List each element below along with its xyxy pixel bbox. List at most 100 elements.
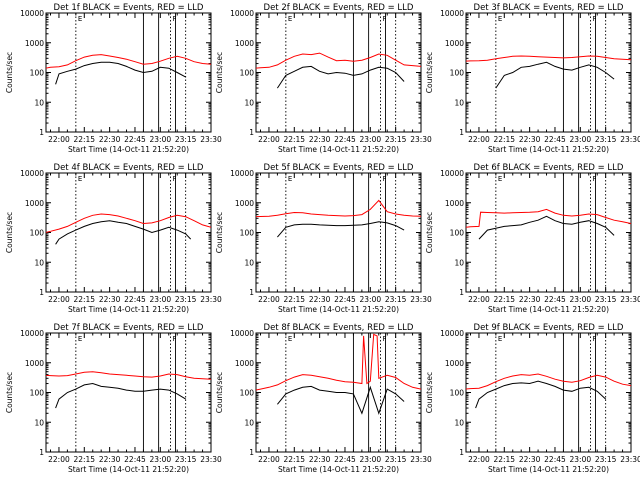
series-events (495, 61, 615, 89)
x-tick-label: 22:00 (468, 455, 490, 464)
panel-1: Det 1f BLACK = Events, RED = LLD 1 10 100 10… (5, 3, 222, 154)
y-tick-label: 10 (454, 418, 464, 427)
y-tick-label: 100 (240, 69, 255, 78)
panel-title: Det 8f BLACK = Events, RED = LLD (264, 323, 414, 333)
series-events (277, 221, 405, 238)
x-tick-label: 23:15 (385, 135, 407, 144)
x-tick-label: 22:30 (309, 295, 331, 304)
series-lld (46, 213, 211, 233)
panel-7: Det 7f BLACK = Events, RED = LLD 1 10 100 10… (5, 323, 222, 474)
y-axis-label: Counts/sec (5, 212, 14, 253)
x-tick-label: 22:45 (544, 295, 566, 304)
marker-label: E (78, 175, 82, 183)
y-tick-label: 100 (450, 229, 465, 238)
y-tick-label: 100 (30, 69, 45, 78)
panel-title: Det 1f BLACK = Events, RED = LLD (54, 3, 204, 13)
panel-data (466, 208, 631, 240)
x-tick-label: 22:15 (283, 295, 305, 304)
panel-title: Det 9f BLACK = Events, RED = LLD (474, 323, 624, 333)
series-lld (466, 208, 631, 228)
y-tick-label: 1000 (235, 199, 254, 208)
panel-8: Det 8f BLACK = Events, RED = LLD 1 10 100 10… (215, 323, 432, 474)
y-tick-label: 10 (34, 258, 44, 267)
marker-label: E (498, 175, 502, 183)
x-axis-label: Start Time (14-Oct-11 21:52:20) (278, 305, 399, 314)
x-tick-label: 23:30 (200, 135, 222, 144)
x-tick-label: 23:30 (620, 295, 640, 304)
series-lld (46, 371, 211, 380)
x-tick-label: 23:15 (175, 135, 197, 144)
panel-title: Det 4f BLACK = Events, RED = LLD (54, 163, 204, 173)
marker-label: F (592, 15, 596, 23)
x-axis-label: Start Time (14-Oct-11 21:52:20) (278, 145, 399, 154)
y-axis-label: Counts/sec (5, 372, 14, 413)
x-tick-label: 22:30 (309, 455, 331, 464)
y-tick-label: 10000 (440, 329, 464, 338)
x-tick-label: 22:15 (493, 455, 515, 464)
x-axis-label: Start Time (14-Oct-11 21:52:20) (68, 465, 189, 474)
x-tick-label: 22:30 (99, 135, 121, 144)
x-tick-label: 22:45 (334, 295, 356, 304)
marker-label: F (172, 175, 176, 183)
series-events (55, 220, 192, 245)
y-tick-label: 1 (459, 128, 464, 137)
x-tick-label: 23:00 (570, 135, 592, 144)
x-tick-label: 23:15 (595, 455, 617, 464)
panel-title: Det 5f BLACK = Events, RED = LLD (264, 163, 414, 173)
marker-label: F (592, 175, 596, 183)
x-tick-label: 23:15 (385, 295, 407, 304)
y-tick-label: 1 (459, 448, 464, 457)
marker-label: E (288, 15, 292, 23)
x-tick-label: 22:00 (468, 295, 490, 304)
series-events (475, 380, 607, 409)
x-tick-label: 23:15 (175, 295, 197, 304)
y-tick-label: 1000 (25, 199, 44, 208)
y-tick-label: 100 (30, 389, 45, 398)
marker-label: E (78, 335, 82, 343)
series-lld (466, 373, 631, 390)
x-axis-label: Start Time (14-Oct-11 21:52:20) (488, 305, 609, 314)
panel-data (46, 371, 211, 409)
marker-label: F (592, 335, 596, 343)
series-lld (256, 52, 421, 69)
series-events (277, 385, 405, 415)
panel-2: Det 2f BLACK = Events, RED = LLD 1 10 100 10… (215, 3, 432, 154)
y-tick-label: 10000 (230, 9, 254, 18)
panel-9: Det 9f BLACK = Events, RED = LLD 1 10 100 10… (425, 323, 640, 474)
x-tick-label: 22:00 (48, 295, 70, 304)
y-tick-label: 1 (39, 448, 44, 457)
x-tick-label: 22:45 (124, 295, 146, 304)
y-axis-label: Counts/sec (425, 372, 434, 413)
x-axis-label: Start Time (14-Oct-11 21:52:20) (68, 305, 189, 314)
x-tick-label: 22:45 (544, 455, 566, 464)
x-tick-label: 22:45 (334, 455, 356, 464)
y-tick-label: 1 (249, 448, 254, 457)
x-tick-label: 22:30 (519, 135, 541, 144)
y-tick-label: 10 (34, 418, 44, 427)
x-axis-label: Start Time (14-Oct-11 21:52:20) (278, 465, 399, 474)
y-tick-label: 10 (34, 98, 44, 107)
y-axis-label: Counts/sec (425, 52, 434, 93)
x-tick-label: 22:15 (73, 135, 95, 144)
y-axis-label: Counts/sec (215, 52, 224, 93)
series-events (55, 382, 186, 409)
marker-label: F (382, 335, 386, 343)
x-tick-label: 23:15 (595, 295, 617, 304)
x-tick-label: 23:30 (620, 455, 640, 464)
y-tick-label: 1000 (445, 359, 464, 368)
x-tick-label: 23:15 (595, 135, 617, 144)
y-tick-label: 1000 (25, 359, 44, 368)
y-tick-label: 10000 (230, 329, 254, 338)
x-tick-label: 22:00 (258, 135, 280, 144)
x-tick-label: 22:30 (99, 295, 121, 304)
y-tick-label: 10000 (440, 9, 464, 18)
y-axis-label: Counts/sec (425, 212, 434, 253)
y-tick-label: 1 (249, 288, 254, 297)
y-tick-label: 10000 (20, 9, 44, 18)
y-tick-label: 1 (39, 288, 44, 297)
marker-label: E (498, 335, 502, 343)
x-tick-label: 23:00 (150, 295, 172, 304)
x-tick-label: 23:00 (150, 135, 172, 144)
panel-data (466, 373, 631, 409)
